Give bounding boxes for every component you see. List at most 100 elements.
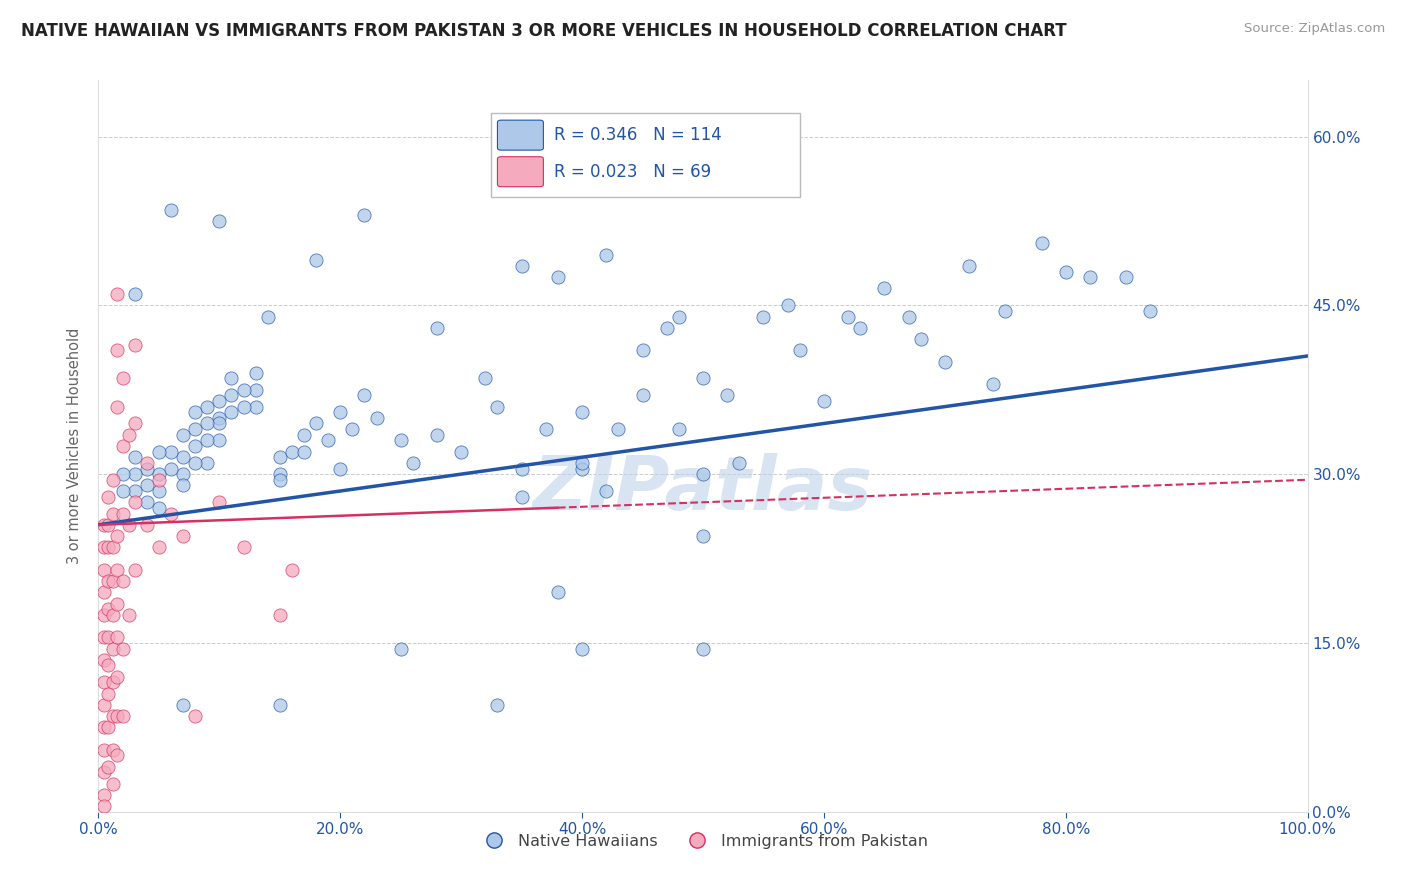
- Point: [97, 490, 120, 504]
- Point: [101, 743, 124, 757]
- Point: [101, 641, 124, 656]
- Point: [486, 400, 509, 414]
- Point: [547, 270, 569, 285]
- Point: [510, 259, 533, 273]
- Point: [101, 709, 124, 723]
- Point: [124, 450, 146, 465]
- Point: [208, 410, 231, 425]
- Point: [148, 444, 170, 458]
- Point: [728, 456, 751, 470]
- Point: [105, 630, 128, 644]
- Point: [124, 287, 146, 301]
- Point: [269, 698, 291, 712]
- Point: [402, 456, 425, 470]
- Point: [93, 541, 115, 555]
- Point: [232, 541, 254, 555]
- Point: [105, 748, 128, 763]
- Point: [837, 310, 859, 324]
- Text: Source: ZipAtlas.com: Source: ZipAtlas.com: [1244, 22, 1385, 36]
- Point: [474, 371, 496, 385]
- Point: [101, 776, 124, 790]
- Point: [269, 467, 291, 482]
- Point: [97, 602, 120, 616]
- Point: [101, 675, 124, 690]
- Point: [547, 585, 569, 599]
- Point: [93, 720, 115, 734]
- Point: [118, 607, 141, 622]
- Point: [269, 473, 291, 487]
- Text: R = 0.023   N = 69: R = 0.023 N = 69: [554, 162, 711, 181]
- Point: [172, 478, 194, 492]
- Point: [97, 760, 120, 774]
- Point: [118, 427, 141, 442]
- Point: [631, 343, 654, 358]
- Point: [353, 208, 375, 222]
- Point: [221, 388, 243, 402]
- Point: [195, 434, 218, 448]
- Point: [232, 400, 254, 414]
- Text: NATIVE HAWAIIAN VS IMMIGRANTS FROM PAKISTAN 3 OR MORE VEHICLES IN HOUSEHOLD CORR: NATIVE HAWAIIAN VS IMMIGRANTS FROM PAKIS…: [21, 22, 1067, 40]
- Point: [105, 709, 128, 723]
- FancyBboxPatch shape: [498, 120, 543, 150]
- Point: [245, 383, 267, 397]
- Point: [631, 388, 654, 402]
- Point: [316, 434, 339, 448]
- FancyBboxPatch shape: [492, 113, 800, 197]
- Point: [93, 765, 115, 780]
- Point: [655, 321, 678, 335]
- Point: [124, 337, 146, 351]
- Point: [1115, 270, 1137, 285]
- Point: [934, 354, 956, 368]
- Point: [111, 507, 134, 521]
- Point: [101, 607, 124, 622]
- Point: [101, 574, 124, 588]
- Point: [135, 495, 157, 509]
- Point: [184, 439, 207, 453]
- Point: [97, 517, 120, 532]
- Point: [1031, 236, 1053, 251]
- Point: [208, 434, 231, 448]
- Point: [111, 467, 134, 482]
- Point: [910, 332, 932, 346]
- Point: [595, 483, 617, 498]
- Point: [571, 456, 593, 470]
- Point: [292, 444, 315, 458]
- Point: [93, 698, 115, 712]
- Point: [426, 321, 449, 335]
- Point: [692, 467, 714, 482]
- Text: ZIPatlas: ZIPatlas: [533, 453, 873, 526]
- Point: [510, 490, 533, 504]
- Y-axis label: 3 or more Vehicles in Household: 3 or more Vehicles in Household: [67, 328, 83, 564]
- Point: [124, 417, 146, 431]
- Point: [105, 670, 128, 684]
- Point: [111, 709, 134, 723]
- Point: [97, 687, 120, 701]
- Point: [93, 788, 115, 802]
- Point: [221, 405, 243, 419]
- Point: [97, 720, 120, 734]
- Point: [994, 304, 1017, 318]
- Point: [124, 495, 146, 509]
- Point: [692, 529, 714, 543]
- Point: [148, 473, 170, 487]
- Point: [510, 461, 533, 475]
- Point: [281, 563, 304, 577]
- Point: [269, 450, 291, 465]
- Point: [292, 427, 315, 442]
- Point: [105, 343, 128, 358]
- Point: [93, 607, 115, 622]
- Point: [571, 405, 593, 419]
- Point: [93, 799, 115, 814]
- Point: [97, 541, 120, 555]
- Point: [716, 388, 738, 402]
- Point: [208, 417, 231, 431]
- Point: [232, 383, 254, 397]
- Point: [135, 461, 157, 475]
- Point: [353, 388, 375, 402]
- Point: [97, 658, 120, 673]
- Point: [111, 371, 134, 385]
- Point: [93, 563, 115, 577]
- Point: [101, 507, 124, 521]
- Point: [93, 630, 115, 644]
- Point: [111, 641, 134, 656]
